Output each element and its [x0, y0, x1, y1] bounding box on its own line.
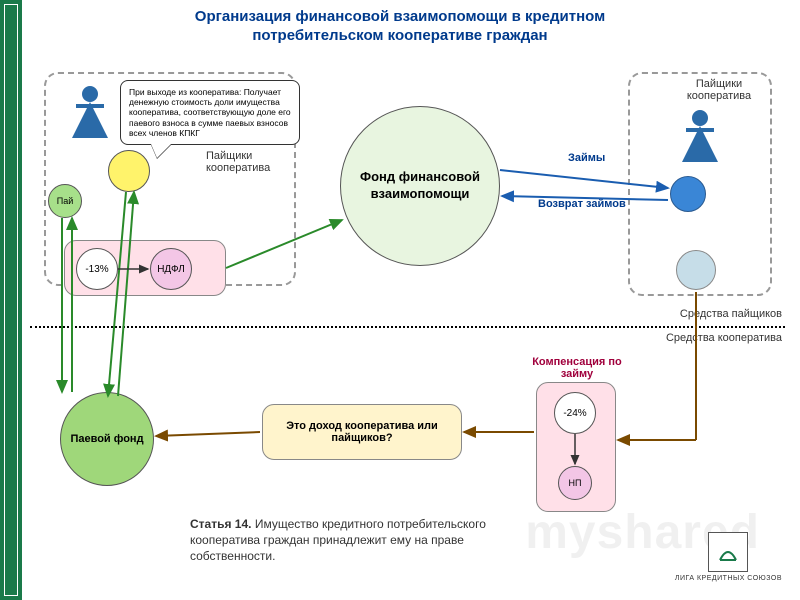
minus24-node: -24% [554, 392, 596, 434]
minus13-node: -13% [76, 248, 118, 290]
logo-text: ЛИГА КРЕДИТНЫХ СОЮЗОВ [675, 575, 782, 582]
pai-label: Пай [57, 196, 74, 206]
income-label: Это доход кооператива или пайщиков? [263, 420, 461, 444]
divider-bot: Средства кооператива [666, 332, 782, 344]
group-left-label: Пайщики кооператива [206, 150, 286, 174]
person-right-icon [680, 108, 720, 169]
logo-icon [708, 532, 748, 572]
left-band [0, 0, 22, 600]
pai-node: Пай [48, 184, 82, 218]
zaimy-label: Займы [568, 152, 605, 164]
dot-lite [676, 250, 716, 290]
comp-label: Компенсация по займу [522, 356, 632, 380]
article: Статья 14. Имущество кредитного потребит… [190, 516, 550, 565]
fund-label: Фонд финансовой взаимопомощи [341, 169, 499, 203]
ndfl-node: НДФЛ [150, 248, 192, 290]
person-left-icon [70, 84, 110, 145]
ndfl-label: НДФЛ [157, 264, 185, 275]
divider [30, 326, 785, 328]
paevoi-label: Паевой фонд [70, 433, 143, 445]
callout: При выходе из кооператива: Получает дене… [120, 80, 300, 145]
np-node: НП [558, 466, 592, 500]
page-title: Организация финансовой взаимопомощи в кр… [130, 8, 670, 46]
divider-top: Средства пайщиков [680, 308, 782, 320]
group-right-label: Пайщики кооператива [664, 78, 774, 102]
np-label: НП [569, 478, 582, 488]
yellow-node [108, 150, 150, 192]
minus13-label: -13% [85, 264, 108, 275]
vozvrat-label: Возврат займов [538, 198, 626, 210]
article-bold: Статья 14. [190, 517, 252, 531]
minus24-label: -24% [563, 408, 586, 419]
income-box: Это доход кооператива или пайщиков? [262, 404, 462, 460]
fund-node: Фонд финансовой взаимопомощи [340, 106, 500, 266]
dot-blue [670, 176, 706, 212]
paevoi-node: Паевой фонд [60, 392, 154, 486]
logo: ЛИГА КРЕДИТНЫХ СОЮЗОВ [675, 532, 782, 582]
